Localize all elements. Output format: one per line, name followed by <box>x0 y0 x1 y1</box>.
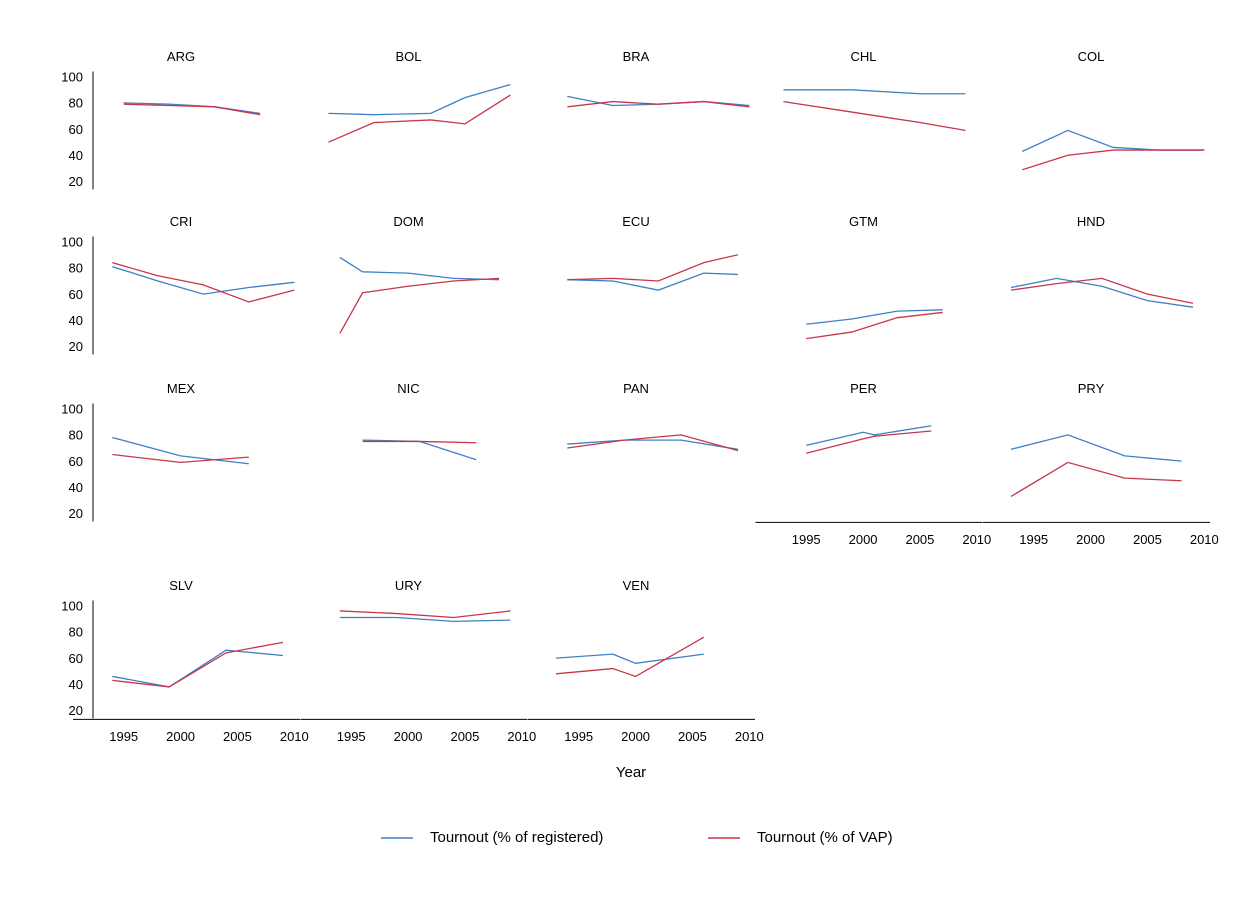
series-line <box>567 272 738 291</box>
y-tick-label: 20 <box>69 506 83 521</box>
series-line <box>362 440 477 444</box>
x-tick-label: 2000 <box>621 729 650 744</box>
x-tick-label: 2000 <box>849 532 878 547</box>
x-tick-label: 2005 <box>450 729 479 744</box>
panel-title: PRY <box>1078 381 1105 396</box>
legend-label: Tournout (% of registered) <box>430 829 603 846</box>
panel-title: ECU <box>622 214 649 229</box>
series-line <box>1010 277 1194 308</box>
y-tick-label: 20 <box>69 703 83 718</box>
series-line <box>806 430 932 454</box>
panel-title: CRI <box>170 214 192 229</box>
x-tick-label: 2005 <box>1133 532 1162 547</box>
y-tick-label: 80 <box>69 625 83 640</box>
series-line <box>112 262 295 303</box>
x-tick-label: 1995 <box>792 532 821 547</box>
x-tick-label: 2005 <box>678 729 707 744</box>
panel-title: URY <box>395 578 423 593</box>
series-line <box>112 641 284 688</box>
series-line <box>1010 434 1182 462</box>
x-tick-label: 2010 <box>735 729 764 744</box>
x-tick-label: 1995 <box>109 729 138 744</box>
series-line <box>555 653 704 664</box>
y-tick-label: 40 <box>69 480 83 495</box>
y-tick-label: 80 <box>69 261 83 276</box>
series-line <box>112 453 249 464</box>
y-tick-label: 100 <box>61 234 83 249</box>
series-line <box>1022 149 1205 171</box>
y-tick-label: 60 <box>69 122 83 137</box>
y-tick-label: 20 <box>69 174 83 189</box>
y-tick-label: 20 <box>69 339 83 354</box>
series-line <box>339 256 500 281</box>
panel-title: GTM <box>849 214 878 229</box>
series-line <box>123 103 261 116</box>
panel-title: PAN <box>623 381 649 396</box>
x-tick-label: 1995 <box>1019 532 1048 547</box>
y-tick-label: 40 <box>69 313 83 328</box>
series-line <box>567 254 739 282</box>
series-line <box>328 94 511 143</box>
x-tick-label: 2000 <box>166 729 195 744</box>
series-line <box>783 89 966 95</box>
y-tick-label: 40 <box>69 677 83 692</box>
series-line <box>806 309 943 325</box>
panel-title: VEN <box>623 578 650 593</box>
x-tick-label: 2005 <box>223 729 252 744</box>
series-line <box>1010 277 1194 304</box>
panel-title: NIC <box>397 381 419 396</box>
panel-title: PER <box>850 381 877 396</box>
series-line <box>1022 129 1205 152</box>
panel-title: BRA <box>623 49 650 64</box>
panel-title: CHL <box>850 49 876 64</box>
x-tick-label: 1995 <box>564 729 593 744</box>
x-tick-label: 2010 <box>280 729 309 744</box>
legend-label: Tournout (% of VAP) <box>757 829 893 846</box>
series-line <box>567 439 739 450</box>
y-tick-label: 60 <box>69 287 83 302</box>
y-tick-label: 100 <box>61 401 83 416</box>
panel-title: ARG <box>167 49 195 64</box>
series-line <box>806 311 943 340</box>
panel-title: HND <box>1077 214 1105 229</box>
x-axis-label: Year <box>616 764 646 781</box>
y-tick-label: 60 <box>69 651 83 666</box>
panel-title: COL <box>1078 49 1105 64</box>
series-line <box>567 434 739 452</box>
panel-title: MEX <box>167 381 196 396</box>
series-line <box>339 277 500 334</box>
y-tick-label: 100 <box>61 598 83 613</box>
series-line <box>112 436 249 465</box>
y-tick-label: 80 <box>69 96 83 111</box>
x-tick-label: 2010 <box>1190 532 1219 547</box>
y-tick-label: 40 <box>69 148 83 163</box>
y-tick-label: 60 <box>69 454 83 469</box>
x-tick-label: 2010 <box>507 729 536 744</box>
panel-title: DOM <box>393 214 423 229</box>
x-tick-label: 2000 <box>1076 532 1105 547</box>
series-line <box>567 100 750 108</box>
series-line <box>339 616 511 623</box>
x-tick-label: 2000 <box>394 729 423 744</box>
series-line <box>328 83 511 116</box>
series-line <box>555 636 705 678</box>
panel-title: SLV <box>169 578 193 593</box>
series-line <box>1010 461 1182 498</box>
x-tick-label: 1995 <box>337 729 366 744</box>
series-line <box>339 610 511 619</box>
series-line <box>362 439 477 461</box>
series-line <box>112 265 295 295</box>
y-tick-label: 100 <box>61 69 83 84</box>
x-tick-label: 2010 <box>962 532 991 547</box>
series-line <box>783 100 966 132</box>
series-line <box>806 425 932 447</box>
series-line <box>112 649 283 688</box>
y-tick-label: 80 <box>69 428 83 443</box>
panel-title: BOL <box>395 49 421 64</box>
x-tick-label: 2005 <box>905 532 934 547</box>
